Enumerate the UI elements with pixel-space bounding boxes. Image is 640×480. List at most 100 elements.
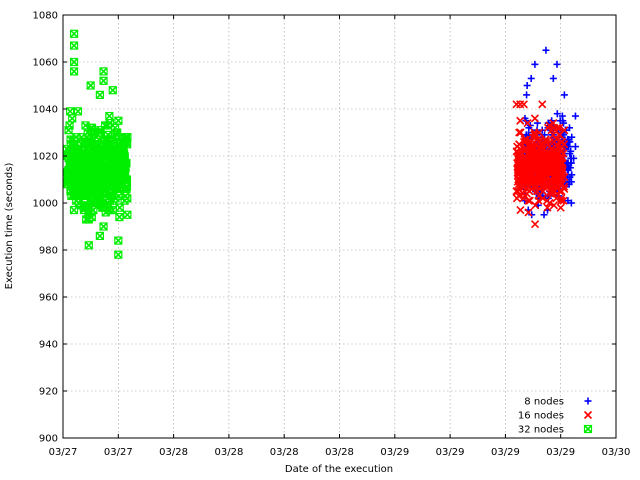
series-32-nodes [62,29,132,259]
data-point [121,133,131,142]
data-point [90,198,99,208]
data-point [92,161,102,170]
data-point [531,60,539,68]
legend-label: 8 nodes [524,397,564,408]
data-point [531,220,540,229]
data-point [525,196,534,205]
x-tick-label: 03/29 [380,447,409,458]
data-point [519,100,528,109]
y-tick-label: 980 [39,246,58,257]
data-point [101,149,110,158]
x-tick-label: 03/27 [104,447,133,458]
data-point [516,205,525,215]
data-point [560,131,568,139]
data-point [116,161,126,170]
data-point [84,137,93,146]
data-point [95,128,104,137]
data-point [123,210,132,219]
data-point [69,57,79,67]
data-point [526,177,535,186]
data-point [516,100,525,109]
data-point [516,128,525,137]
data-point [518,173,527,182]
data-point [566,173,574,181]
data-point [547,154,556,163]
data-point [564,197,572,205]
data-point [68,114,77,123]
data-point [517,180,526,189]
data-point [556,203,565,212]
data-point [97,137,106,146]
x-tick-label: 03/27 [49,447,78,458]
data-point [514,154,523,163]
data-point [112,173,121,182]
data-point [515,149,524,158]
data-point [538,194,547,203]
data-point [528,133,537,142]
data-point [69,41,79,50]
data-point [75,173,85,182]
data-point [543,203,552,212]
x-tick-label: 03/30 [602,447,631,458]
data-point [557,158,566,168]
data-point [113,128,122,137]
data-point [546,137,555,146]
data-point [108,86,117,95]
data-point [564,159,572,167]
series-16-nodes [512,100,569,229]
data-point [512,187,521,196]
data-point [512,100,521,109]
legend-marker [583,424,593,434]
data-point [514,161,523,170]
data-point [514,191,523,201]
data-point [540,211,548,219]
data-point [570,154,578,162]
data-point [69,205,79,215]
data-point [65,121,74,130]
data-point [552,135,561,144]
data-point [523,91,531,99]
data-point [560,91,568,99]
data-point [530,128,539,137]
data-point [81,156,90,165]
data-point [524,196,533,205]
data-point [553,110,561,118]
y-tick-label: 920 [39,387,58,398]
data-point [68,140,78,149]
data-point [66,107,75,116]
data-point [538,182,547,191]
data-point [538,100,547,109]
data-point [114,116,123,125]
data-point [114,236,123,245]
data-point [105,140,115,149]
data-point [555,123,564,132]
data-point [99,67,108,76]
data-point [523,119,532,128]
data-point [530,156,539,165]
data-point [105,182,114,191]
data-point [542,46,550,54]
data-point [112,158,121,168]
data-point [559,196,568,205]
data-point [516,116,525,125]
y-axis-label: Execution time (seconds) [4,163,15,290]
data-point [550,173,559,182]
data-point [83,128,92,137]
data-point [541,161,550,170]
data-point [559,117,567,125]
data-point [527,74,535,82]
data-layer [62,29,579,259]
grid-layer [63,15,616,438]
x-axis-label: Date of the execution [285,464,393,475]
data-point [557,196,566,205]
data-point [534,170,543,179]
data-point [119,184,129,193]
data-point [549,74,557,82]
data-point [571,143,579,151]
data-point [123,194,132,203]
data-point [541,147,550,156]
data-point [540,158,549,168]
legend-marker [583,410,593,420]
x-tick-label: 03/28 [325,447,354,458]
data-point [69,29,79,38]
